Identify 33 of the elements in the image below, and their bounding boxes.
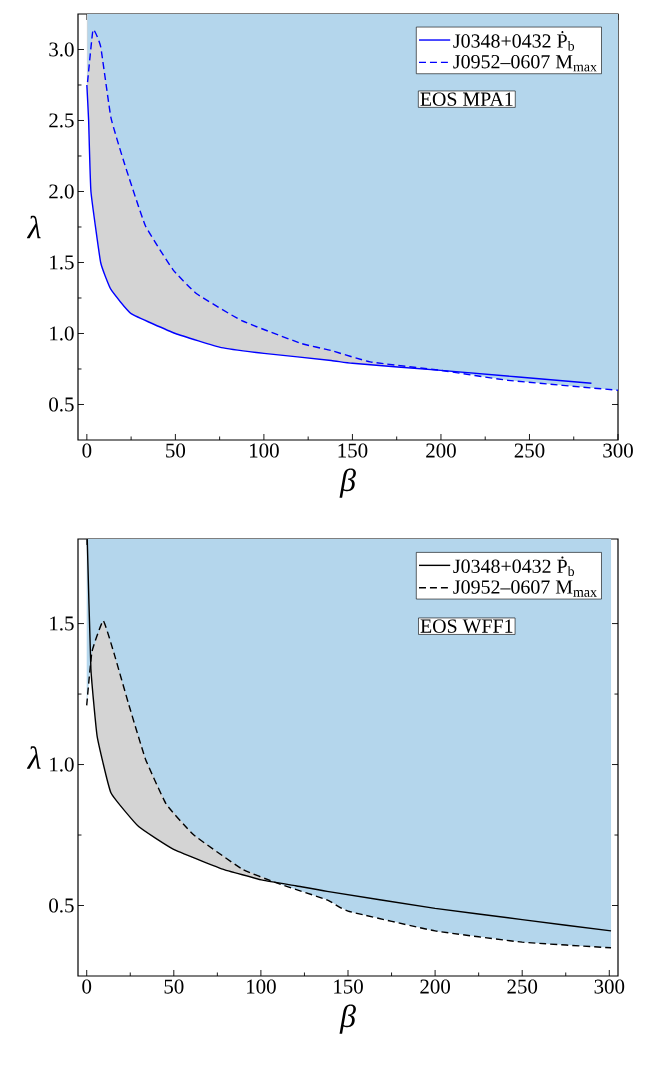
x-tick-label: 200 <box>420 979 450 994</box>
y-tick-label: 1.5 <box>50 255 74 270</box>
x-tick-label: 250 <box>507 979 538 994</box>
legend-label: J0952–0607 M$_{max}$ <box>453 54 597 72</box>
y-tick-label: 1.0 <box>50 326 74 341</box>
y-tick-label: 0.5 <box>49 898 74 913</box>
annotation: EOS MPA1 <box>420 92 513 106</box>
x-tick-label: 50 <box>164 979 184 994</box>
y-tick-label: 2.0 <box>49 184 74 199</box>
x-tick-label: 0 <box>82 979 92 994</box>
y-axis-title: λ <box>26 746 41 769</box>
y-axis-title: λ <box>26 215 41 239</box>
x-tick-label: 50 <box>166 443 186 458</box>
x-tick-label: 300 <box>603 443 633 458</box>
legend-label: J0348+0432 Ṗ$_{b}$ <box>453 556 575 577</box>
legend-label: J0348+0432 Ṗ$_{b}$ <box>453 31 575 51</box>
y-tick-label: 2.5 <box>49 113 74 128</box>
x-tick-label: 250 <box>514 443 545 458</box>
x-tick-label: 0 <box>82 443 92 458</box>
x-tick-label: 200 <box>426 443 456 458</box>
x-tick-label: 150 <box>334 979 363 994</box>
annotation: EOS WFF1 <box>420 619 513 633</box>
x-axis-title: β <box>339 1004 356 1034</box>
y-tick-label: 0.5 <box>49 397 74 412</box>
x-tick-label: 100 <box>250 443 279 458</box>
y-tick-label: 1.0 <box>50 757 74 772</box>
y-tick-label: 1.5 <box>50 616 74 631</box>
x-tick-label: 300 <box>594 979 625 994</box>
x-tick-label: 100 <box>247 979 276 994</box>
legend-label: J0952–0607 M$_{max}$ <box>453 580 597 597</box>
y-tick-label: 3.0 <box>49 42 74 57</box>
x-axis-title: β <box>339 468 356 498</box>
x-tick-label: 150 <box>338 443 368 458</box>
